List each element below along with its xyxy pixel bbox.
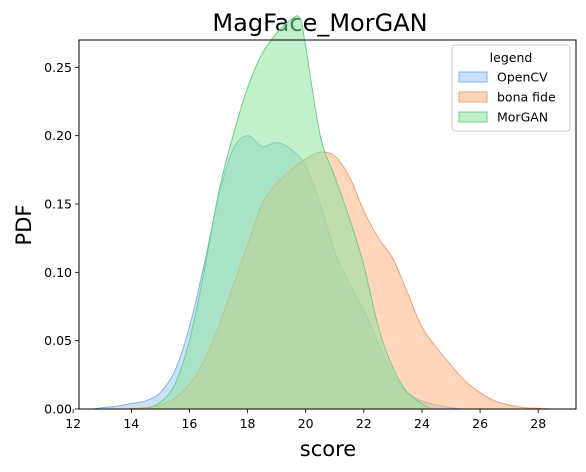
plot-frame — [78, 39, 577, 410]
x-axis: 12 14 16 18 20 22 24 26 28 — [65, 409, 546, 431]
density-area-morgan — [145, 15, 431, 409]
legend-entries: OpenCV bona fide MorGAN — [458, 70, 556, 125]
y-tick-label: 0.00 — [44, 402, 72, 417]
x-tick-label: 16 — [181, 416, 197, 431]
legend-box — [451, 44, 571, 132]
density-fills — [93, 15, 553, 410]
legend-swatch-bona-fide — [458, 91, 488, 103]
legend: legend OpenCV bona fide MorGAN — [451, 44, 571, 132]
y-tick-label: 0.20 — [44, 128, 72, 143]
x-tick-label: 18 — [240, 416, 256, 431]
y-axis: 0.00 0.05 0.10 0.15 0.20 0.25 — [44, 60, 79, 417]
y-tick-label: 0.25 — [44, 60, 72, 75]
legend-label-morgan: MorGAN — [497, 110, 548, 125]
x-tick-label: 22 — [356, 416, 372, 431]
y-tick-label: 0.10 — [44, 265, 72, 280]
x-tick-label: 20 — [298, 416, 314, 431]
legend-label-bona-fide: bona fide — [497, 90, 556, 105]
x-tick-label: 24 — [414, 416, 430, 431]
x-tick-label: 28 — [530, 416, 546, 431]
x-tick-label: 26 — [472, 416, 488, 431]
legend-swatch-opencv — [458, 71, 488, 83]
density-line-morgan — [145, 15, 431, 410]
y-axis-label: PDF — [12, 205, 36, 246]
x-axis-label: score — [300, 437, 356, 461]
legend-title: legend — [490, 50, 533, 65]
legend-label-opencv: OpenCV — [497, 70, 548, 85]
legend-swatch-morgan — [458, 111, 488, 123]
x-tick-label: 14 — [123, 416, 139, 431]
chart-title: MagFace_MorGAN — [212, 9, 427, 37]
y-tick-label: 0.15 — [44, 197, 72, 212]
x-tick-label: 12 — [65, 416, 81, 431]
y-tick-label: 0.05 — [44, 333, 72, 348]
